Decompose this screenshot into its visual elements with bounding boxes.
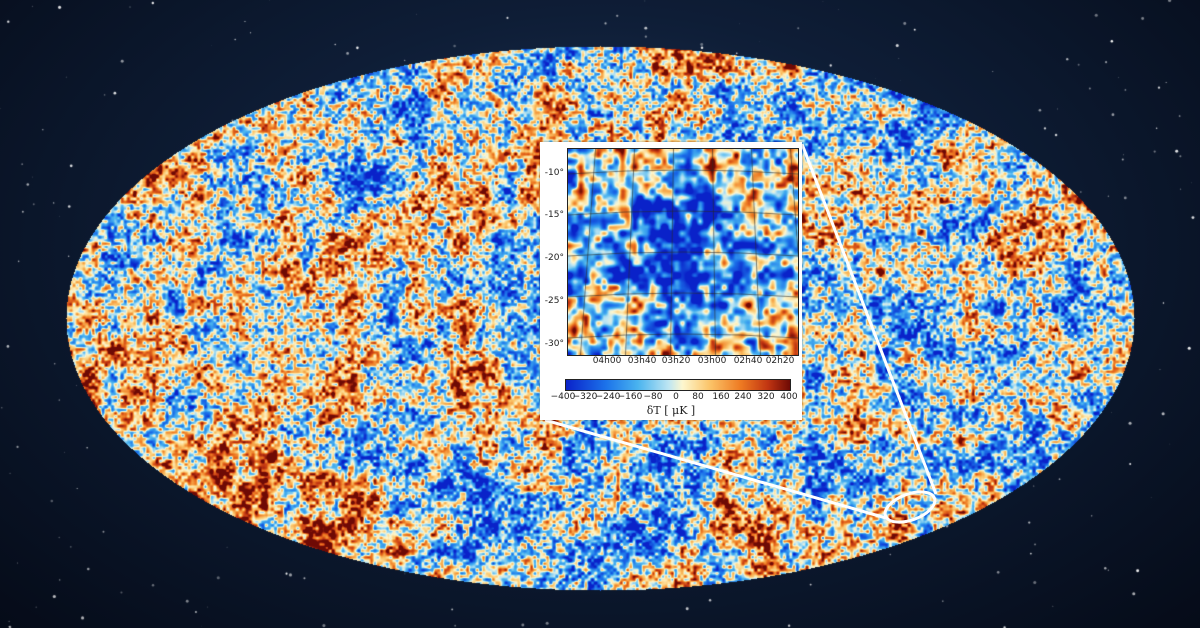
colorbar-tick-label: 400: [780, 392, 798, 402]
colorbar-tick-label: −80: [643, 392, 663, 402]
ra-tick-label: 04h00: [592, 356, 622, 366]
dec-tick-label: -25°: [544, 296, 564, 306]
colorbar-tick-label: 0: [673, 392, 679, 402]
colorbar-tick-label: 160: [712, 392, 730, 402]
dec-tick-label: -30°: [544, 339, 564, 349]
colorbar-tick-label: −240: [595, 392, 621, 402]
dec-tick-label: -10°: [544, 168, 564, 178]
inset-temperature-map: [567, 148, 799, 356]
colorbar-tick-label: 240: [734, 392, 752, 402]
colorbar-axis-label: δT [ μK ]: [646, 404, 696, 417]
colorbar-tick-label: 320: [757, 392, 775, 402]
colorbar-tick-label: −400: [550, 392, 576, 402]
dec-tick-label: -15°: [544, 210, 564, 220]
ra-tick-label: 02h20: [765, 356, 795, 366]
ra-tick-label: 03h00: [697, 356, 727, 366]
dec-tick-label: -20°: [544, 253, 564, 263]
colorbar-tick-label: −160: [617, 392, 643, 402]
colorbar-tick-label: 80: [692, 392, 704, 402]
ra-tick-label: 03h20: [661, 356, 691, 366]
ra-tick-label: 03h40: [627, 356, 657, 366]
zoom-inset-panel: -10° -15° -20° -25° -30° 04h00 03h40 03h…: [540, 142, 802, 420]
ra-tick-label: 02h40: [733, 356, 763, 366]
colorbar-tick-label: −320: [572, 392, 598, 402]
colorbar: [565, 379, 791, 391]
